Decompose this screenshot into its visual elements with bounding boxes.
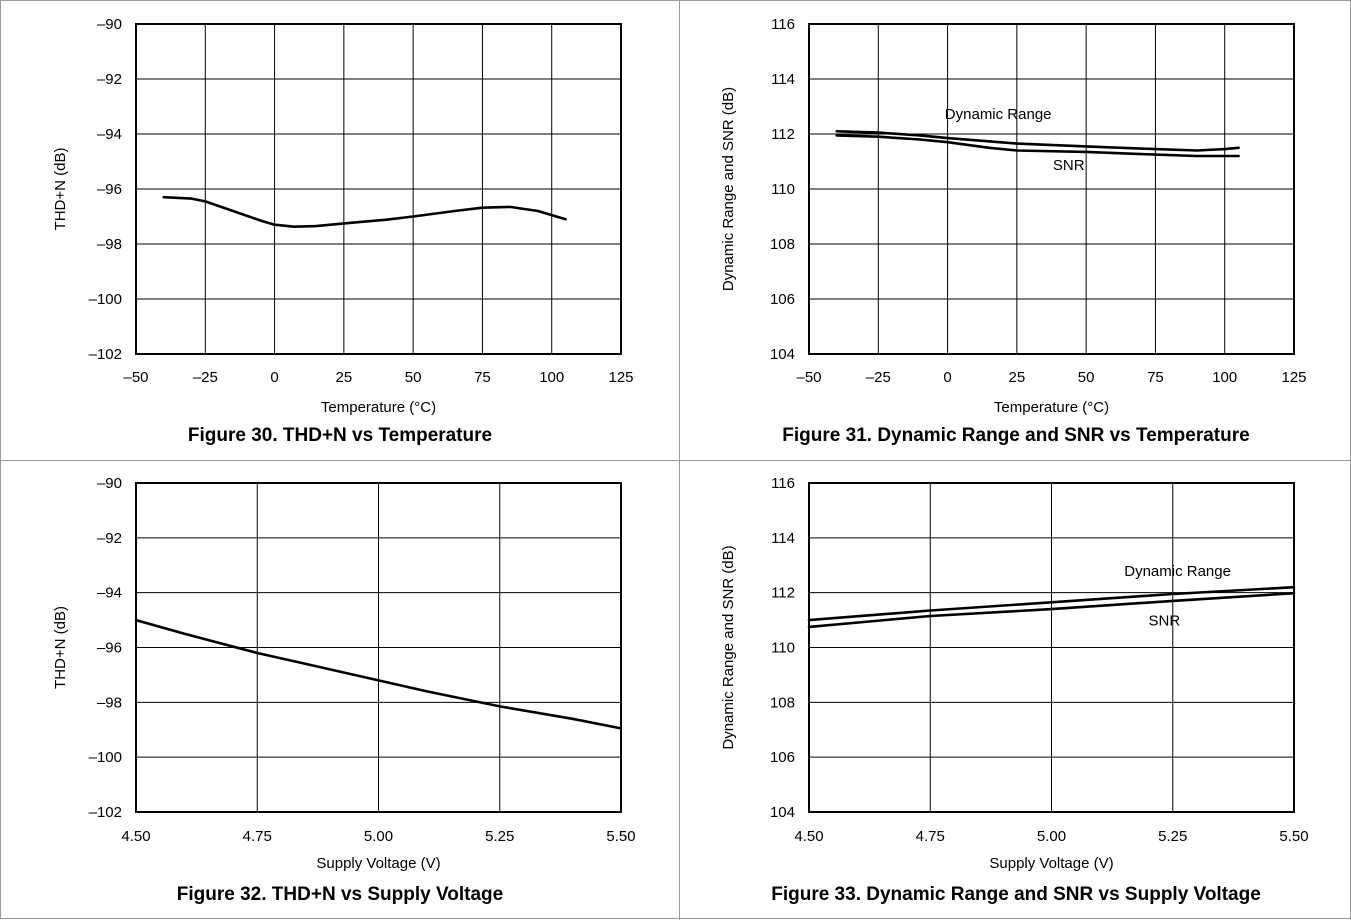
y-tick-label: 108 bbox=[770, 694, 795, 711]
x-tick-label: 4.75 bbox=[916, 828, 945, 845]
x-tick-label: 4.50 bbox=[121, 828, 150, 845]
x-axis-label: Supply Voltage (V) bbox=[989, 855, 1113, 872]
y-tick-label: 110 bbox=[771, 181, 795, 198]
series-line-dynamic-range bbox=[807, 585, 1296, 622]
figure-caption: Figure 33. Dynamic Range and SNR vs Supp… bbox=[771, 884, 1261, 905]
x-tick-label: 4.75 bbox=[243, 828, 272, 845]
y-tick-label: –100 bbox=[89, 749, 122, 766]
series-line-snr bbox=[835, 134, 1240, 158]
plot-frame bbox=[135, 23, 622, 355]
x-tick-label: 100 bbox=[1212, 369, 1237, 386]
y-tick-label: 108 bbox=[770, 236, 795, 253]
y-tick-label: –98 bbox=[97, 694, 122, 711]
y-tick-label: 112 bbox=[771, 126, 795, 143]
figure-caption: Figure 30. THD+N vs Temperature bbox=[187, 425, 493, 446]
x-tick-label: 75 bbox=[1147, 369, 1164, 386]
y-tick-label: 104 bbox=[770, 804, 795, 821]
y-tick-label: 116 bbox=[771, 16, 795, 33]
x-tick-label: 5.50 bbox=[1279, 828, 1308, 845]
y-tick-label: –94 bbox=[97, 126, 122, 143]
x-axis-label: Temperature (°C) bbox=[994, 399, 1109, 416]
x-tick-label: 50 bbox=[405, 369, 422, 386]
y-tick-label: –96 bbox=[97, 181, 122, 198]
y-axis-label: Dynamic Range and SNR (dB) bbox=[720, 87, 737, 291]
chart-dynamic-range-snr-vs-temperature: –50 –25 0 25 50 75 100 125 116 114 112 110 108 106 104… bbox=[720, 16, 1307, 416]
series-annotation: SNR bbox=[1149, 613, 1181, 630]
x-tick-label: 5.00 bbox=[1037, 828, 1066, 845]
chart-panel-thdn-vs-temperature: –50 –25 0 25 50 75 100 125 –90 –92 –94 –96 –98 –100 –1… bbox=[1, 1, 679, 460]
y-tick-label: –100 bbox=[89, 291, 122, 308]
chart-panel-dynamic-range-snr-vs-supply-voltage: 4.50 4.75 5.00 5.25 5.50 116 114 112 110 108 106 10… bbox=[680, 461, 1351, 920]
x-tick-label: 125 bbox=[1281, 369, 1306, 386]
x-tick-label: 125 bbox=[608, 369, 633, 386]
x-tick-label: 5.25 bbox=[1158, 828, 1187, 845]
y-tick-label: –94 bbox=[97, 585, 122, 602]
x-tick-label: 4.50 bbox=[794, 828, 823, 845]
y-tick-label: –90 bbox=[97, 16, 122, 33]
y-axis-label: THD+N (dB) bbox=[52, 606, 69, 689]
x-tick-label: 5.25 bbox=[485, 828, 514, 845]
x-tick-label: 25 bbox=[336, 369, 353, 386]
chart-thdn-vs-temperature: –50 –25 0 25 50 75 100 125 –90 –92 –94 –96 –98 –100 –1… bbox=[52, 16, 634, 416]
series-annotation: SNR bbox=[1053, 157, 1085, 174]
x-axis-label: Temperature (°C) bbox=[321, 399, 436, 416]
y-tick-label: –90 bbox=[97, 475, 122, 492]
series-annotation: Dynamic Range bbox=[945, 106, 1052, 123]
y-tick-label: –92 bbox=[97, 71, 122, 88]
grid-lines bbox=[136, 483, 621, 812]
chart-dynamic-range-snr-vs-supply-voltage: 4.50 4.75 5.00 5.25 5.50 116 114 112 110 108 106 10… bbox=[720, 475, 1309, 872]
y-tick-label: 114 bbox=[771, 530, 795, 547]
y-tick-label: –98 bbox=[97, 236, 122, 253]
plot-frame bbox=[808, 482, 1295, 813]
y-axis-label: THD+N (dB) bbox=[52, 148, 69, 231]
figure-caption: Figure 32. THD+N vs Supply Voltage bbox=[176, 884, 504, 905]
y-tick-label: 104 bbox=[770, 346, 795, 363]
y-tick-label: –92 bbox=[97, 530, 122, 547]
x-tick-label: –50 bbox=[796, 369, 821, 386]
grid-lines bbox=[809, 483, 1294, 812]
y-tick-label: 110 bbox=[771, 640, 795, 657]
plot-frame bbox=[808, 23, 1295, 355]
grid-lines bbox=[136, 24, 621, 354]
chart-thdn-vs-supply-voltage: 4.50 4.75 5.00 5.25 5.50 –90 –92 –94 –96 –98 –100 –… bbox=[52, 475, 636, 872]
plot-frame bbox=[135, 482, 622, 813]
x-tick-label: 5.50 bbox=[606, 828, 635, 845]
x-tick-label: 75 bbox=[474, 369, 491, 386]
series-line bbox=[134, 618, 623, 730]
series-line bbox=[162, 195, 567, 228]
y-tick-label: 116 bbox=[771, 475, 795, 492]
x-tick-label: –50 bbox=[123, 369, 148, 386]
y-tick-label: 114 bbox=[771, 71, 795, 88]
x-tick-label: –25 bbox=[193, 369, 218, 386]
y-tick-label: 106 bbox=[770, 749, 795, 766]
x-tick-label: 5.00 bbox=[364, 828, 393, 845]
y-tick-label: –96 bbox=[97, 640, 122, 657]
chart-panel-dynamic-range-snr-vs-temperature: –50 –25 0 25 50 75 100 125 116 114 112 110 108 106 104… bbox=[680, 1, 1351, 460]
x-tick-label: 0 bbox=[270, 369, 278, 386]
grid-lines bbox=[809, 24, 1294, 354]
y-axis-label: Dynamic Range and SNR (dB) bbox=[720, 545, 737, 749]
x-tick-label: 50 bbox=[1078, 369, 1095, 386]
figure-caption: Figure 31. Dynamic Range and SNR vs Temp… bbox=[782, 425, 1250, 446]
panel-divider-horizontal bbox=[1, 460, 1351, 461]
y-tick-label: –102 bbox=[89, 346, 122, 363]
series-line-snr bbox=[807, 591, 1296, 629]
chart-panel-thdn-vs-supply-voltage: 4.50 4.75 5.00 5.25 5.50 –90 –92 –94 –96 –98 –100 –… bbox=[1, 461, 679, 920]
x-tick-label: –25 bbox=[866, 369, 891, 386]
x-axis-label: Supply Voltage (V) bbox=[316, 855, 440, 872]
y-tick-label: 112 bbox=[771, 585, 795, 602]
y-tick-label: 106 bbox=[770, 291, 795, 308]
x-tick-label: 0 bbox=[943, 369, 951, 386]
x-tick-label: 100 bbox=[539, 369, 564, 386]
series-line-dynamic-range bbox=[835, 130, 1240, 152]
series-annotation: Dynamic Range bbox=[1124, 563, 1231, 580]
x-tick-label: 25 bbox=[1009, 369, 1026, 386]
y-tick-label: –102 bbox=[89, 804, 122, 821]
